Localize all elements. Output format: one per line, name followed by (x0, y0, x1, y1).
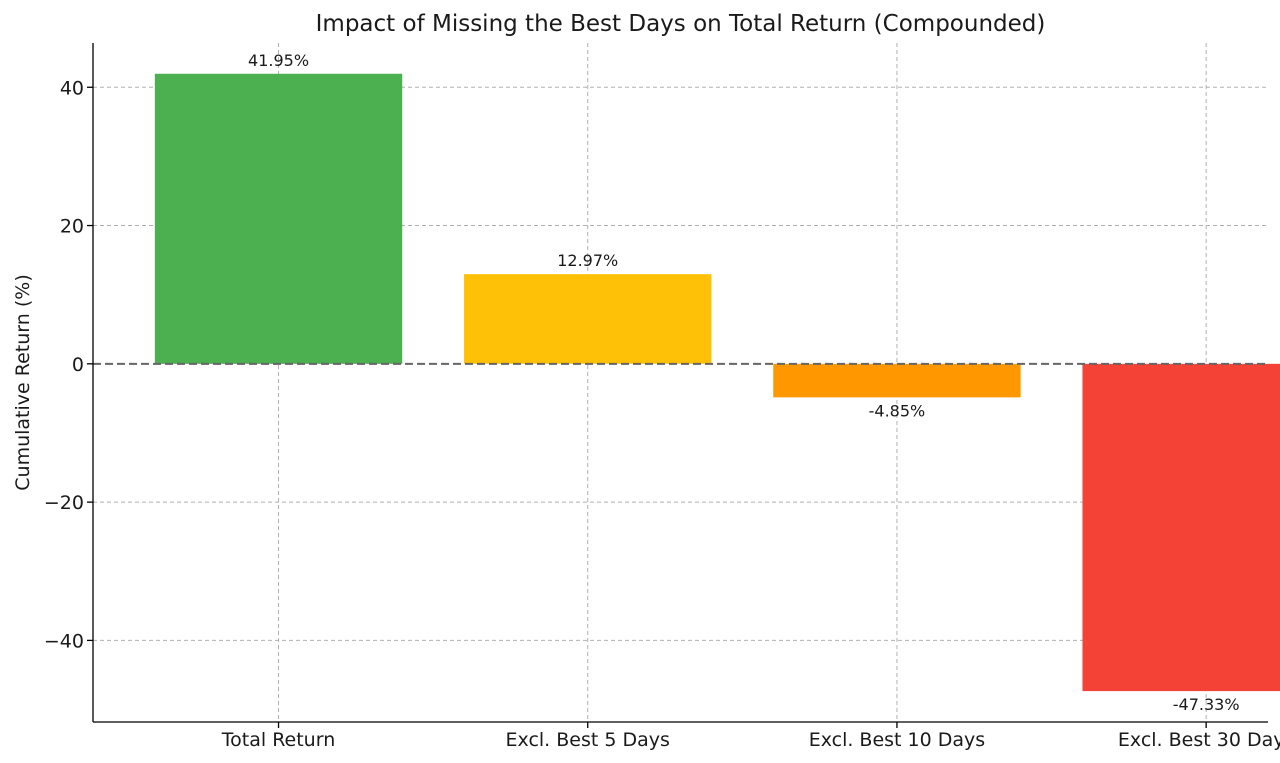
y-tick-label: 0 (72, 354, 84, 376)
y-tick-label: −20 (44, 492, 84, 514)
data-label: -4.85% (869, 401, 926, 420)
x-tick-label: Excl. Best 30 Days (1118, 729, 1280, 751)
chart-title: Impact of Missing the Best Days on Total… (316, 11, 1046, 37)
data-labels: 41.95% 12.97% -4.85% -47.33% (248, 51, 1240, 714)
x-tick-label: Excl. Best 10 Days (809, 729, 985, 751)
y-tick-label: 20 (60, 216, 84, 238)
axes (87, 43, 1268, 728)
data-label: -47.33% (1173, 695, 1240, 714)
y-tick-label: −40 (44, 630, 84, 652)
y-axis-label: Cumulative Return (%) (12, 274, 34, 490)
bars (154, 73, 1280, 692)
tick-labels: −40 −20 0 20 40 Total Return Excl. Best 5 Days… (44, 77, 1280, 751)
x-tick-label: Total Return (221, 729, 335, 751)
bar (464, 274, 712, 364)
data-label: 41.95% (248, 51, 309, 70)
x-tick-label: Excl. Best 5 Days (506, 729, 670, 751)
bar (154, 73, 403, 364)
y-tick-label: 40 (60, 77, 84, 99)
bar (773, 363, 1021, 398)
bar (1082, 363, 1280, 692)
data-label: 12.97% (557, 251, 618, 270)
